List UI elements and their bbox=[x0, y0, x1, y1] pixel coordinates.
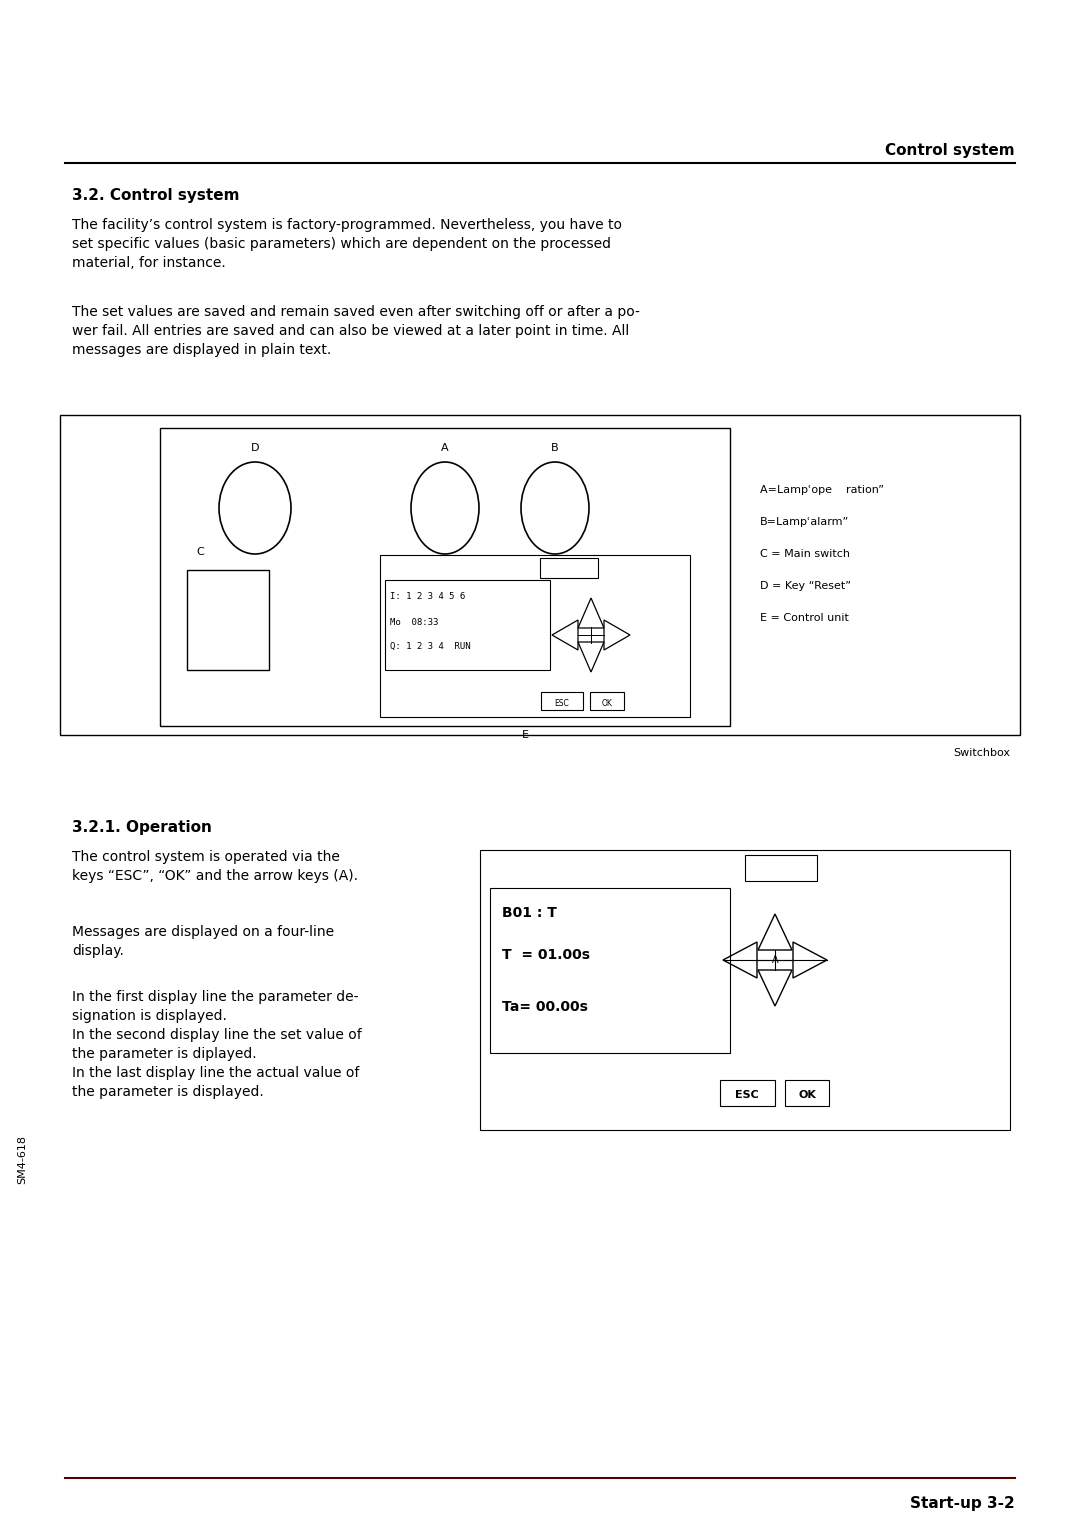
FancyBboxPatch shape bbox=[384, 580, 550, 669]
Text: 3.2.1. Operation: 3.2.1. Operation bbox=[72, 820, 212, 836]
Text: Start-up 3-2: Start-up 3-2 bbox=[910, 1496, 1015, 1511]
Text: OK: OK bbox=[798, 1090, 815, 1100]
Text: ESC: ESC bbox=[555, 698, 569, 708]
Text: 3.2. Control system: 3.2. Control system bbox=[72, 188, 240, 203]
FancyBboxPatch shape bbox=[187, 570, 269, 669]
Text: The control system is operated via the
keys “ESC”, “OK” and the arrow keys (A).: The control system is operated via the k… bbox=[72, 849, 357, 883]
Text: Control system: Control system bbox=[886, 143, 1015, 159]
Text: Mo  08:33: Mo 08:33 bbox=[390, 618, 438, 627]
Text: Messages are displayed on a four-line
display.: Messages are displayed on a four-line di… bbox=[72, 926, 334, 958]
Text: In the first display line the parameter de-
signation is displayed.
In the secon: In the first display line the parameter … bbox=[72, 990, 362, 1098]
FancyBboxPatch shape bbox=[60, 415, 1020, 735]
FancyBboxPatch shape bbox=[380, 555, 690, 717]
FancyBboxPatch shape bbox=[541, 692, 583, 711]
Text: OK: OK bbox=[602, 698, 612, 708]
Text: Ta= 00.00s: Ta= 00.00s bbox=[502, 1000, 588, 1014]
Text: B=Lampʿalarm”: B=Lampʿalarm” bbox=[760, 517, 849, 528]
Text: A=Lampʿope    ration”: A=Lampʿope ration” bbox=[760, 485, 885, 496]
FancyBboxPatch shape bbox=[590, 692, 624, 711]
FancyBboxPatch shape bbox=[160, 429, 730, 726]
FancyBboxPatch shape bbox=[720, 1080, 775, 1106]
Text: I: 1 2 3 4 5 6: I: 1 2 3 4 5 6 bbox=[390, 592, 465, 601]
Text: Q: 1 2 3 4  RUN: Q: 1 2 3 4 RUN bbox=[390, 642, 471, 651]
FancyBboxPatch shape bbox=[540, 558, 598, 578]
Text: D: D bbox=[251, 442, 259, 453]
FancyBboxPatch shape bbox=[480, 849, 1010, 1130]
Text: The set values are saved and remain saved even after switching off or after a po: The set values are saved and remain save… bbox=[72, 305, 639, 357]
Text: ESC: ESC bbox=[735, 1090, 759, 1100]
Text: C: C bbox=[197, 547, 204, 557]
Text: E = Control unit: E = Control unit bbox=[760, 613, 849, 624]
Text: A: A bbox=[442, 442, 449, 453]
Text: B01 : T: B01 : T bbox=[502, 906, 557, 920]
Text: The facility’s control system is factory-programmed. Nevertheless, you have to
s: The facility’s control system is factory… bbox=[72, 218, 622, 270]
FancyBboxPatch shape bbox=[785, 1080, 829, 1106]
Text: C = Main switch: C = Main switch bbox=[760, 549, 850, 560]
Text: E: E bbox=[522, 730, 528, 740]
Text: Switchbox: Switchbox bbox=[953, 747, 1010, 758]
Text: T  = 01.00s: T = 01.00s bbox=[502, 949, 590, 962]
Text: A: A bbox=[772, 955, 779, 965]
FancyBboxPatch shape bbox=[745, 856, 816, 881]
Text: B: B bbox=[551, 442, 558, 453]
Text: SM4-618: SM4-618 bbox=[17, 1136, 27, 1185]
FancyBboxPatch shape bbox=[490, 888, 730, 1052]
Text: D = Key “Reset”: D = Key “Reset” bbox=[760, 581, 851, 592]
